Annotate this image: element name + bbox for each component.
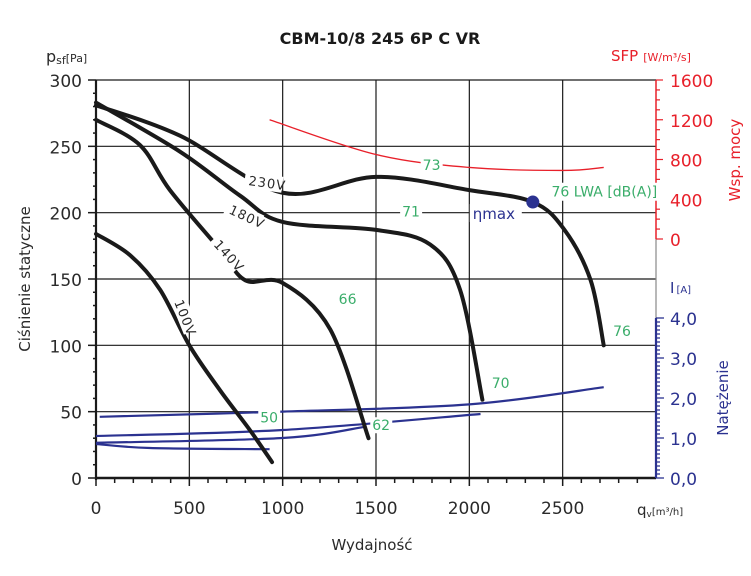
voltage-label-bg <box>208 233 246 273</box>
y-tick-label: 50 <box>60 404 82 424</box>
noise-label: 76 <box>613 324 631 340</box>
current-curve-i-100v <box>95 442 270 451</box>
pressure-curves-group <box>94 100 606 465</box>
noise-label-bg <box>400 203 423 220</box>
current-curves-group <box>95 386 604 451</box>
x-tick-label: 2500 <box>541 499 584 519</box>
sfp-axis-unit: SFP [W/m³/s] <box>611 47 691 65</box>
voltage-label-bg <box>243 171 284 193</box>
y-axis-unit: psf[Pa] <box>46 47 87 67</box>
current-tick-label: 2,0 <box>670 390 697 410</box>
current-curve-i-230v <box>99 386 604 418</box>
x-axis-label: Wydajność <box>331 536 412 554</box>
y-tick-label: 200 <box>50 205 82 225</box>
pressure-curve-140v <box>94 117 371 441</box>
noise-label-bg <box>258 409 281 426</box>
x-tick-label: 500 <box>173 499 205 519</box>
noise-label: 70 <box>492 376 510 392</box>
noise-label: 73 <box>423 158 441 174</box>
eta-max-label: ηmax <box>473 205 515 223</box>
current-tick-label: 3,0 <box>670 350 697 370</box>
eta-max-label-bg <box>469 204 522 223</box>
sfp-tick-label: 1200 <box>670 112 713 132</box>
axes: 0 50 100 150 200 250 300 0 500 1000 1500 2000 2500 0 4… <box>50 72 714 519</box>
x-tick-label: 1000 <box>261 499 304 519</box>
x-axis-unit: qv[m³/h] <box>637 501 683 520</box>
noise-label-bg <box>420 157 443 174</box>
current-tick-label: 1,0 <box>670 430 697 450</box>
y-tick-label: 250 <box>50 138 82 158</box>
pressure-curve-100v <box>94 231 275 465</box>
sfp-tick-label: 0 <box>670 231 681 251</box>
lwa-annotation: 76 LWA [dB(A)] <box>551 185 657 201</box>
x-tick-label: 0 <box>91 499 102 519</box>
current-tick-label: 0,0 <box>670 470 697 490</box>
noise-label: 62 <box>372 418 390 434</box>
sfp-tick-label: 800 <box>670 152 702 172</box>
y-tick-label: 100 <box>50 337 82 357</box>
noise-label-bg <box>336 291 359 308</box>
y-axis-label: Ciśnienie statyczne <box>16 206 34 352</box>
chart-title: CBM-10/8 245 6P C VR <box>280 29 481 48</box>
sfp-axis-label: Wsp. mocy <box>726 119 744 202</box>
voltage-label-230v: 230V <box>247 174 286 194</box>
y-tick-label: 300 <box>50 72 82 92</box>
current-axis-label: Natężenie <box>714 360 732 436</box>
eta-max-point <box>526 195 540 209</box>
x-tick-label: 2000 <box>448 499 491 519</box>
y-tick-label: 150 <box>50 271 82 291</box>
current-tick-label: 4,0 <box>670 310 697 330</box>
noise-label-bg <box>489 374 512 391</box>
current-curve-i-180v <box>95 412 481 438</box>
noise-label: 71 <box>402 205 420 221</box>
pressure-curve-230v <box>94 103 606 348</box>
x-tick-label: 1500 <box>354 499 397 519</box>
noise-label: 50 <box>260 410 278 426</box>
voltage-label-bg <box>223 199 265 231</box>
y-tick-label: 0 <box>71 470 82 490</box>
voltage-label-bg <box>169 293 199 335</box>
sfp-tick-label: 400 <box>670 191 702 211</box>
sfp-curve-group <box>269 119 604 172</box>
noise-label-bg <box>611 323 634 340</box>
noise-label: 66 <box>339 292 357 308</box>
sfp-curve <box>269 119 604 172</box>
current-curve-i-140v <box>95 425 365 444</box>
sfp-tick-label: 1600 <box>670 72 713 92</box>
lwa-annotation-bg <box>547 182 666 201</box>
current-axis-unit: I [A] <box>670 279 691 297</box>
noise-label-bg <box>370 417 393 434</box>
pressure-curve-180v <box>94 100 485 402</box>
